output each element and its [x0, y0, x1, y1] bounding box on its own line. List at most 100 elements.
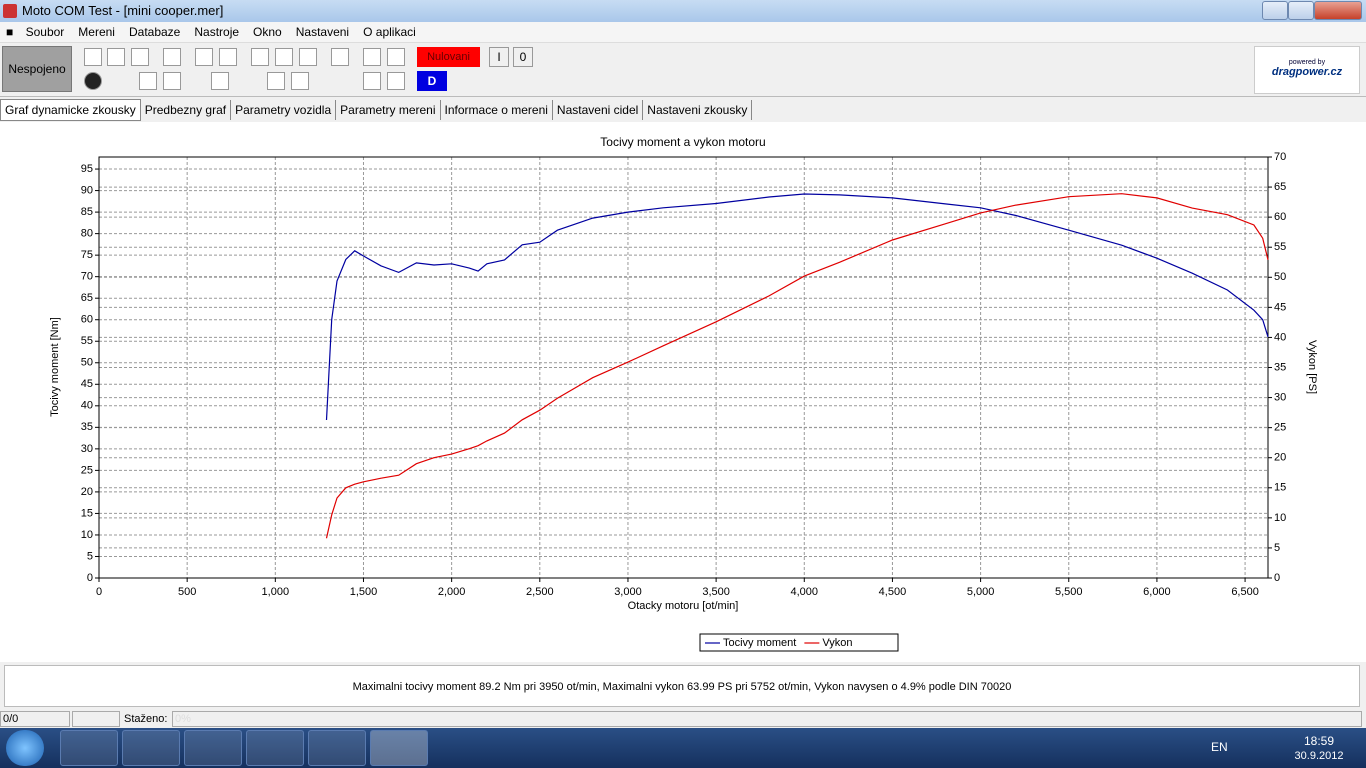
tool-icon[interactable] — [107, 48, 125, 66]
taskbar-app[interactable] — [370, 730, 428, 766]
menu-item[interactable]: Nastroje — [194, 25, 240, 39]
x-tick-label: 3,000 — [614, 586, 642, 598]
x-tick-label: 1,000 — [262, 586, 290, 598]
on-button[interactable]: I — [489, 47, 509, 67]
tab[interactable]: Informace o mereni — [441, 100, 553, 120]
y2-tick-label: 50 — [1274, 271, 1286, 283]
y-tick-label: 40 — [81, 400, 93, 412]
status-bar: 0/0 Staženo: 0% — [0, 710, 1366, 728]
series-line — [325, 193, 1269, 539]
tool-icon[interactable] — [331, 48, 349, 66]
y-tick-label: 85 — [81, 206, 93, 218]
clock-time: 18:59 — [1303, 734, 1335, 748]
x-tick-label: 6,500 — [1231, 586, 1259, 598]
y-axis-label: Tocivy moment [Nm] — [49, 317, 61, 417]
app-icon — [3, 4, 17, 18]
title-bar: Moto COM Test - [mini cooper.mer] — [0, 0, 1366, 22]
menu-item[interactable]: Okno — [253, 25, 282, 39]
tool-icon[interactable] — [195, 48, 213, 66]
y2-tick-label: 0 — [1274, 572, 1280, 584]
taskbar-app[interactable] — [60, 730, 118, 766]
y-tick-label: 75 — [81, 249, 93, 261]
language: EN — [1211, 740, 1228, 754]
y-tick-label: 0 — [87, 572, 93, 584]
tool-icon[interactable] — [299, 48, 317, 66]
x-tick-label: 5,500 — [1055, 586, 1083, 598]
y2-tick-label: 70 — [1274, 151, 1286, 163]
tool-icon[interactable] — [251, 48, 269, 66]
off-button[interactable]: 0 — [513, 47, 533, 67]
tool-icon[interactable] — [267, 72, 285, 90]
y-tick-label: 45 — [81, 378, 93, 390]
maximize-button[interactable] — [1288, 1, 1314, 20]
close-button[interactable] — [1314, 1, 1362, 20]
tool-icon[interactable] — [363, 48, 381, 66]
chart-panel: Tocivy moment a vykon motoru Otacky moto… — [0, 122, 1366, 662]
taskbar-app[interactable] — [308, 730, 366, 766]
tab[interactable]: Nastaveni cidel — [553, 100, 644, 120]
logo: powered by dragpower.cz — [1254, 46, 1360, 94]
tab-strip: Graf dynamicke zkousky Predbezny graf Para… — [0, 99, 753, 121]
x-tick-label: 3,500 — [702, 586, 730, 598]
tool-icon[interactable] — [387, 48, 405, 66]
y-tick-label: 95 — [81, 163, 93, 175]
tab[interactable]: Parametry vozidla — [231, 100, 337, 120]
mode-button[interactable]: D — [417, 71, 447, 91]
counter: 0/0 — [0, 711, 70, 727]
tool-icon[interactable] — [211, 72, 229, 90]
logo-text: dragpower.cz — [1271, 66, 1343, 78]
tool-icon[interactable] — [363, 72, 381, 90]
start-button[interactable] — [6, 730, 44, 766]
tool-icon[interactable] — [219, 48, 237, 66]
taskbar-app[interactable] — [122, 730, 180, 766]
tool-icon[interactable] — [139, 72, 157, 90]
y2-tick-label: 10 — [1274, 512, 1286, 524]
y-tick-label: 90 — [81, 184, 93, 196]
tab[interactable]: Parametry mereni — [336, 100, 441, 120]
y-tick-label: 70 — [81, 271, 93, 283]
tab[interactable]: Predbezny graf — [141, 100, 232, 120]
tool-icon[interactable] — [163, 72, 181, 90]
y-tick-label: 65 — [81, 292, 93, 304]
tool-icon[interactable] — [291, 72, 309, 90]
tool-icon[interactable] — [387, 72, 405, 90]
window-title: Moto COM Test - [mini cooper.mer] — [22, 3, 224, 18]
chart: Tocivy moment a vykon motoru Otacky moto… — [49, 135, 1318, 652]
tab[interactable]: Nastaveni zkousky — [643, 100, 753, 120]
y2-axis-label: Vykon [PS] — [1306, 340, 1318, 394]
tab[interactable]: Graf dynamicke zkousky — [0, 99, 141, 121]
clock-date: 30.9.2012 — [1294, 750, 1344, 762]
menu-item[interactable]: Databaze — [128, 25, 181, 39]
tool-icon[interactable] — [275, 48, 293, 66]
tool-icon[interactable] — [163, 48, 181, 66]
menu-item[interactable]: Soubor — [25, 25, 65, 39]
tool-icon[interactable] — [131, 48, 149, 66]
menu-item[interactable]: O aplikaci — [363, 25, 416, 39]
menu-item[interactable]: Nastaveni — [295, 25, 350, 39]
y-tick-label: 25 — [81, 464, 93, 476]
status-field — [72, 711, 120, 727]
taskbar-app[interactable] — [246, 730, 304, 766]
tool-icon[interactable] — [84, 48, 102, 66]
minimize-button[interactable] — [1262, 1, 1288, 20]
series-line — [325, 193, 1269, 421]
reset-button[interactable]: Nulovani — [417, 47, 480, 67]
y2-tick-label: 45 — [1274, 301, 1286, 313]
x-axis-label: Otacky motoru [ot/min] — [628, 600, 739, 612]
download-label: Staženo: — [124, 713, 168, 725]
y-tick-label: 80 — [81, 228, 93, 240]
y2-tick-label: 20 — [1274, 452, 1286, 464]
x-tick-label: 2,500 — [526, 586, 554, 598]
summary: Maximalni tocivy moment 89.2 Nm pri 3950… — [4, 665, 1360, 707]
y2-tick-label: 30 — [1274, 391, 1286, 403]
menu-icon: ■ — [6, 25, 14, 39]
y-tick-label: 15 — [81, 507, 93, 519]
menu-item[interactable]: Mereni — [78, 25, 115, 39]
tool-icon[interactable] — [84, 72, 102, 90]
y-tick-label: 20 — [81, 486, 93, 498]
taskbar-app[interactable] — [184, 730, 242, 766]
legend-label: Tocivy moment — [723, 637, 796, 649]
y2-tick-label: 5 — [1274, 542, 1280, 554]
plot-frame — [98, 156, 1269, 579]
